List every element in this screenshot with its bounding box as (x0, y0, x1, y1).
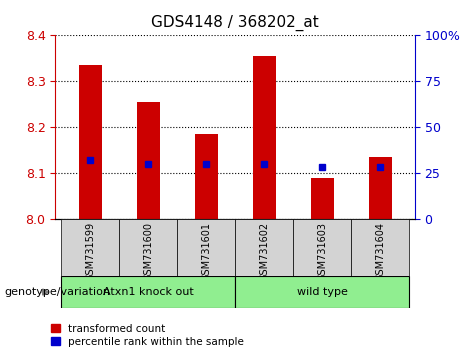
FancyBboxPatch shape (293, 219, 351, 276)
Title: GDS4148 / 368202_at: GDS4148 / 368202_at (151, 15, 319, 31)
FancyBboxPatch shape (61, 276, 235, 308)
Bar (253, 56, 276, 219)
Text: Atxn1 knock out: Atxn1 knock out (103, 287, 194, 297)
FancyBboxPatch shape (351, 219, 409, 276)
FancyBboxPatch shape (235, 219, 293, 276)
Text: wild type: wild type (297, 287, 348, 297)
FancyBboxPatch shape (177, 219, 235, 276)
FancyBboxPatch shape (235, 276, 409, 308)
Bar (78, 65, 102, 219)
Text: GSM731600: GSM731600 (143, 222, 153, 281)
Text: GSM731601: GSM731601 (201, 222, 211, 281)
Bar (311, 178, 334, 219)
Text: GSM731599: GSM731599 (85, 222, 95, 281)
Text: GSM731603: GSM731603 (317, 222, 327, 281)
Bar (368, 158, 392, 219)
FancyBboxPatch shape (61, 219, 119, 276)
FancyBboxPatch shape (119, 219, 177, 276)
Bar (136, 102, 160, 219)
Text: genotype/variation: genotype/variation (5, 287, 111, 297)
Text: GSM731602: GSM731602 (259, 222, 269, 281)
Legend: transformed count, percentile rank within the sample: transformed count, percentile rank withi… (51, 324, 244, 347)
Bar (195, 134, 218, 219)
Text: GSM731604: GSM731604 (375, 222, 385, 281)
